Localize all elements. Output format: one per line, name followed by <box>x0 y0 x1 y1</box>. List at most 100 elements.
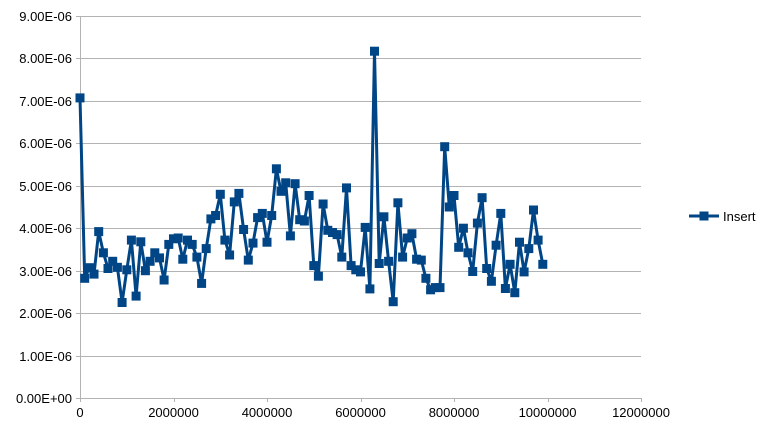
y-tick-label: 1.00E-06 <box>19 349 72 364</box>
data-point-marker <box>356 267 365 277</box>
y-axis-tick-labels: 0.00E+00 1.00E-06 2.00E-06 3.00E-06 4.00E-06… <box>16 9 72 406</box>
data-point-marker <box>388 297 398 307</box>
legend-marker-insert <box>699 211 709 221</box>
data-point-marker <box>468 267 478 276</box>
data-point-marker <box>519 267 529 277</box>
data-point-marker <box>192 252 202 262</box>
data-point-marker <box>402 233 412 243</box>
data-point-marker <box>318 199 328 209</box>
y-tick-label: 8.00E-06 <box>19 51 72 66</box>
data-point-marker <box>84 263 94 273</box>
data-point-marker <box>239 225 249 234</box>
data-point-marker <box>370 46 379 56</box>
data-point-marker <box>122 265 132 275</box>
data-point-marker <box>421 273 431 283</box>
data-point-marker <box>299 216 309 226</box>
y-tick-label: 0.00E+00 <box>16 391 72 406</box>
data-point-marker <box>486 276 496 286</box>
data-point-marker <box>220 235 230 245</box>
y-tick-label: 2.00E-06 <box>19 306 72 321</box>
data-point-marker <box>295 215 305 225</box>
data-point-marker <box>416 255 426 265</box>
data-point-marker <box>281 178 291 188</box>
data-point-marker <box>126 235 136 245</box>
data-point-marker <box>304 191 314 200</box>
legend: Insert <box>689 209 756 224</box>
data-point-marker <box>117 298 127 307</box>
y-tick-label: 7.00E-06 <box>19 94 72 109</box>
data-point-marker <box>360 222 370 232</box>
data-point-marker <box>267 211 277 220</box>
x-tick-label: 4000000 <box>242 405 293 420</box>
data-point-marker <box>201 244 211 254</box>
data-point-marker <box>524 244 534 254</box>
data-point-marker <box>496 208 506 218</box>
data-point-marker <box>328 228 337 237</box>
data-point-marker <box>332 230 342 240</box>
data-point-marker <box>346 261 356 271</box>
data-point-marker <box>173 233 183 243</box>
data-point-marker <box>253 213 263 223</box>
data-point-marker <box>140 266 150 276</box>
data-point-marker <box>215 189 225 199</box>
x-tick-label: 6000000 <box>335 405 386 420</box>
data-point-marker <box>80 273 90 283</box>
y-tick-label: 3.00E-06 <box>19 264 72 279</box>
data-point-marker <box>197 278 207 288</box>
data-point-marker <box>136 237 146 247</box>
data-point-marker <box>89 269 99 279</box>
data-point-marker <box>229 197 239 207</box>
data-point-marker <box>440 142 450 152</box>
data-point-marker <box>183 235 192 245</box>
x-tick-label: 2000000 <box>148 405 199 420</box>
legend-label-insert: Insert <box>723 209 756 224</box>
data-point-marker <box>477 193 487 203</box>
data-point-marker <box>351 265 361 275</box>
data-point-marker <box>150 248 160 258</box>
data-point-marker <box>398 252 408 262</box>
data-point-marker <box>309 261 319 271</box>
data-point-marker <box>529 205 538 215</box>
data-point-marker <box>430 283 440 293</box>
data-point-marker <box>98 248 108 258</box>
gridlines <box>80 16 641 399</box>
data-point-marker <box>510 288 520 298</box>
data-point-marker <box>178 254 188 264</box>
data-point-marker <box>271 164 281 174</box>
data-point-marker <box>248 238 258 248</box>
data-point-marker <box>342 183 351 193</box>
data-point-marker <box>454 242 464 252</box>
data-point-marker <box>225 250 235 260</box>
data-point-marker <box>407 229 417 239</box>
data-point-marker <box>112 262 122 272</box>
data-point-marker <box>103 264 113 273</box>
data-point-marker <box>206 214 216 224</box>
data-point-marker <box>323 225 333 235</box>
data-point-marker <box>94 227 104 237</box>
data-point-marker <box>538 259 548 269</box>
data-point-marker <box>463 248 473 258</box>
y-tick-label: 9.00E-06 <box>19 9 72 24</box>
data-point-marker <box>164 239 174 249</box>
x-tick-label: 12000000 <box>612 405 670 420</box>
data-point-marker <box>155 253 164 263</box>
data-point-marker <box>262 237 272 247</box>
data-point-marker <box>393 198 403 208</box>
axes <box>76 16 642 402</box>
data-point-marker <box>384 256 394 266</box>
data-point-marker <box>290 179 300 189</box>
data-point-marker <box>75 93 85 103</box>
data-point-marker <box>243 255 253 265</box>
x-tick-label: 10000000 <box>519 405 577 420</box>
data-point-marker <box>515 237 524 247</box>
data-point-marker <box>482 264 492 273</box>
data-point-marker <box>145 256 155 266</box>
data-point-marker <box>234 188 244 198</box>
data-point-marker <box>379 212 389 222</box>
y-tick-label: 4.00E-06 <box>19 221 72 236</box>
data-point-marker <box>169 234 178 244</box>
x-tick-label: 8000000 <box>429 405 480 420</box>
data-point-marker <box>187 239 197 249</box>
data-point-marker <box>285 231 295 241</box>
